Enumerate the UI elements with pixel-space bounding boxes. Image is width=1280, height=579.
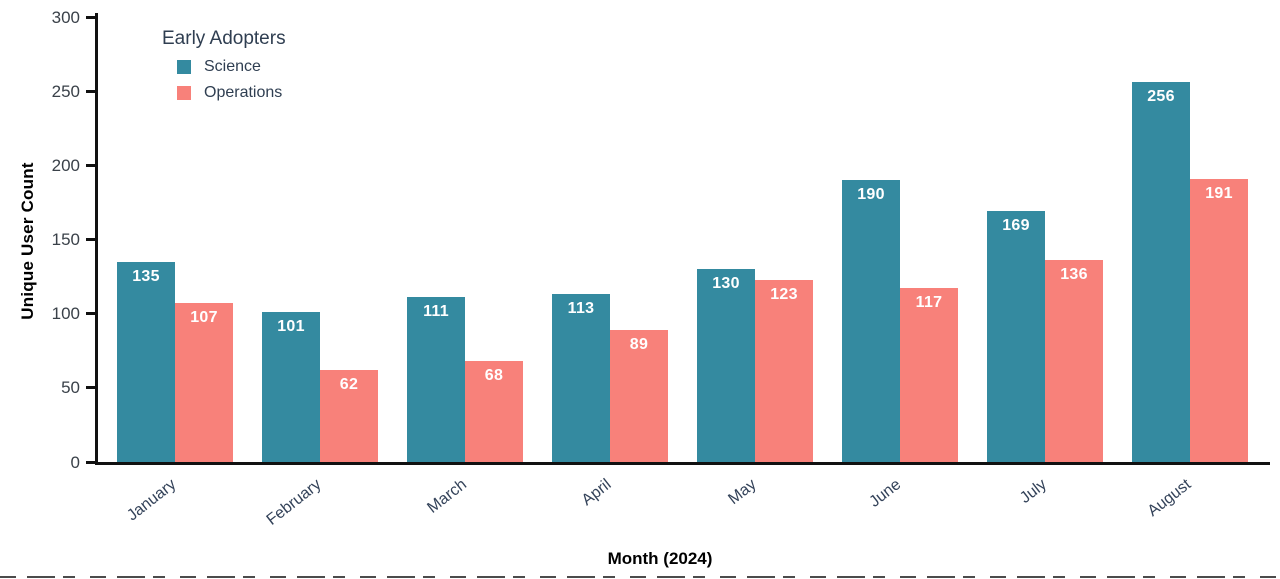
legend-title: Early Adopters	[162, 28, 286, 49]
y-tick-mark	[86, 312, 95, 316]
bar-value-label: 130	[712, 275, 740, 293]
bar-value-label: 89	[629, 335, 649, 353]
x-tick-label-january: January	[124, 476, 180, 525]
y-tick-mark	[86, 460, 95, 464]
y-tick-label: 150	[51, 230, 80, 249]
bar-operations-may: 123	[755, 279, 813, 462]
bar-science-march: 111	[407, 297, 465, 462]
bar-value-label: 111	[423, 303, 449, 321]
bar-operations-april: 89	[610, 329, 668, 462]
legend-label-operations: Operations	[204, 84, 283, 101]
bar-value-label: 113	[567, 300, 595, 318]
legend-entry-operations: Operations	[177, 84, 286, 102]
y-tick-label: 200	[51, 155, 80, 175]
y-tick-label: 0	[70, 452, 80, 472]
bar-value-label: 191	[1205, 184, 1233, 202]
bar-operations-january: 107	[175, 303, 233, 462]
bar-value-label: 135	[132, 267, 160, 285]
operations-swatch-icon	[177, 86, 191, 100]
cropped-content-artifact	[0, 576, 1280, 578]
bar-science-july: 169	[987, 211, 1045, 462]
bar-science-august: 256	[1132, 82, 1190, 462]
bar-operations-august: 191	[1190, 178, 1248, 462]
bar-value-label: 256	[1147, 88, 1175, 106]
y-tick-mark	[86, 386, 95, 390]
bar-value-label: 62	[339, 376, 359, 394]
x-tick-label-august: August	[1144, 476, 1195, 521]
x-tick-label-may: May	[725, 476, 760, 509]
bar-value-label: 68	[484, 367, 504, 385]
y-tick-mark	[86, 238, 95, 241]
bar-value-label: 169	[1002, 217, 1030, 235]
y-tick-label: 50	[61, 378, 80, 398]
x-tick-label-february: February	[263, 476, 325, 529]
bar-value-label: 107	[190, 309, 218, 327]
bar-operations-march: 68	[465, 361, 523, 462]
y-tick-mark	[86, 163, 95, 167]
bar-value-label: 101	[277, 318, 305, 336]
bar-operations-july: 136	[1045, 260, 1103, 462]
x-tick-label-june: June	[866, 476, 905, 511]
bar-value-label: 123	[770, 285, 798, 303]
x-axis-line	[95, 462, 1270, 465]
y-tick-label: 300	[51, 7, 80, 27]
y-tick-label: 250	[51, 81, 80, 101]
bar-science-april: 113	[552, 294, 610, 462]
bar-operations-february: 62	[320, 370, 378, 462]
y-axis-line	[95, 13, 98, 465]
x-axis-title: Month (2024)	[607, 549, 713, 568]
x-tick-label-april: April	[578, 476, 615, 510]
science-swatch-icon	[177, 60, 191, 74]
bar-science-may: 130	[697, 269, 755, 462]
y-tick-mark	[86, 89, 95, 93]
legend-entry-science: Science	[177, 58, 286, 76]
bar-value-label: 117	[915, 294, 943, 312]
x-tick-label-march: March	[423, 476, 470, 517]
y-tick-label: 100	[51, 304, 80, 324]
bar-science-june: 190	[842, 180, 900, 462]
legend-label-science: Science	[204, 58, 261, 75]
bar-operations-june: 117	[900, 288, 958, 462]
bar-science-february: 101	[262, 312, 320, 462]
bar-science-january: 135	[117, 261, 175, 462]
bar-value-label: 136	[1060, 266, 1088, 284]
x-tick-label-july: July	[1016, 476, 1050, 507]
legend: Early Adopters Science Operations	[162, 28, 286, 110]
bar-value-label: 190	[857, 186, 885, 204]
y-tick-mark	[86, 15, 95, 19]
